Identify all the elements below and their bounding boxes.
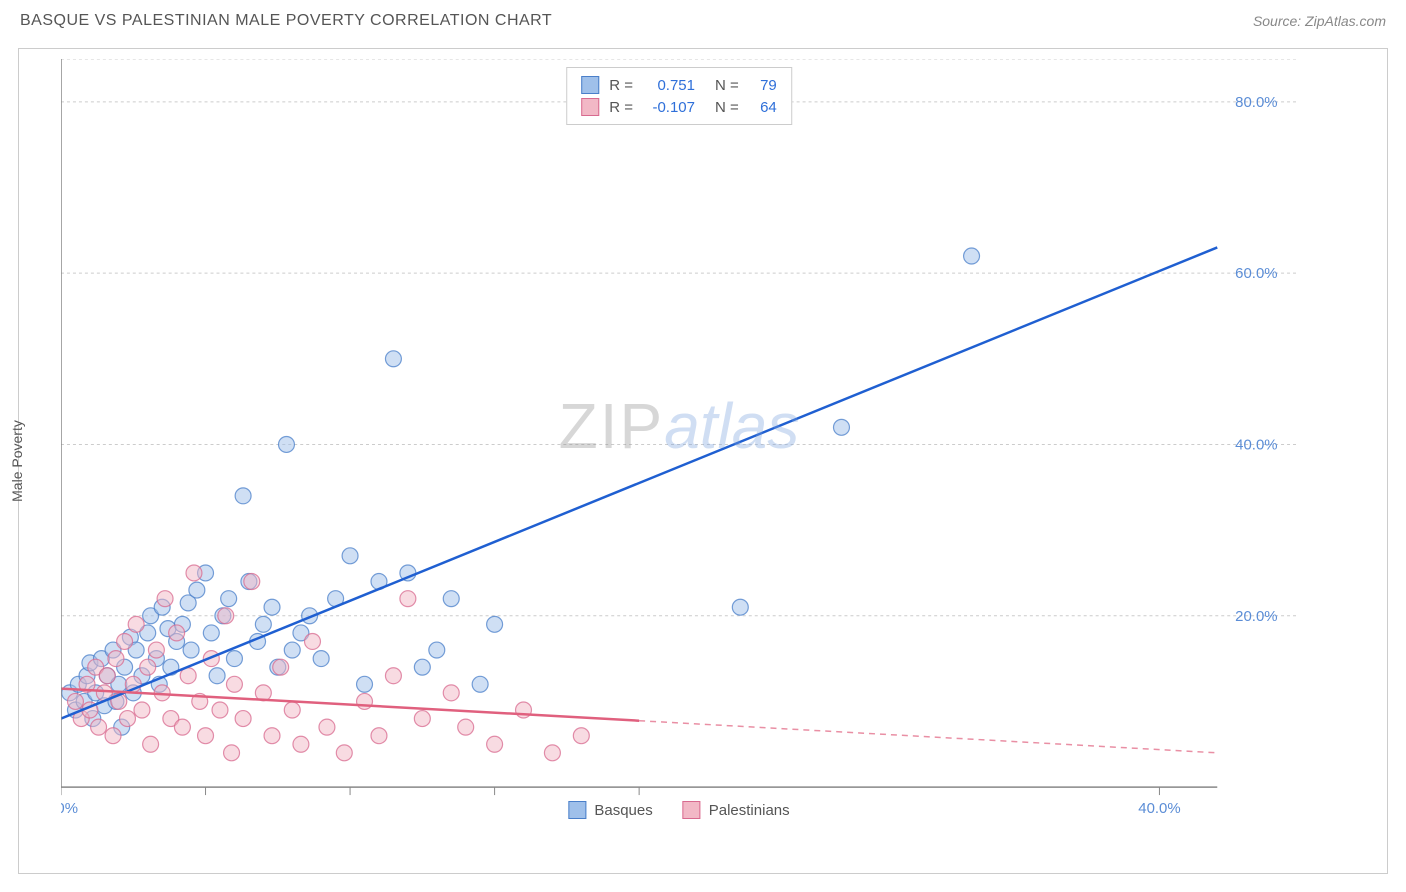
data-point xyxy=(487,736,503,752)
data-point xyxy=(414,659,430,675)
data-point xyxy=(128,616,144,632)
n-label: N = xyxy=(715,99,739,116)
data-point xyxy=(235,488,251,504)
legend-label: Basques xyxy=(594,802,652,819)
data-point xyxy=(143,736,159,752)
bottom-legend-item: Palestinians xyxy=(683,801,790,819)
data-point xyxy=(284,702,300,718)
data-point xyxy=(174,719,190,735)
legend-swatch xyxy=(581,76,599,94)
data-point xyxy=(964,248,980,264)
data-point xyxy=(226,676,242,692)
data-point xyxy=(443,685,459,701)
data-point xyxy=(198,728,214,744)
data-point xyxy=(336,745,352,761)
data-point xyxy=(186,565,202,581)
legend-swatch xyxy=(581,98,599,116)
r-label: R = xyxy=(609,99,633,116)
data-point xyxy=(108,651,124,667)
data-point xyxy=(99,668,115,684)
r-value: 0.751 xyxy=(643,77,695,94)
data-point xyxy=(218,608,234,624)
data-point xyxy=(117,633,133,649)
data-point xyxy=(183,642,199,658)
data-point xyxy=(573,728,589,744)
data-point xyxy=(91,719,107,735)
data-point xyxy=(264,599,280,615)
data-point xyxy=(385,351,401,367)
r-value: -0.107 xyxy=(643,99,695,116)
data-point xyxy=(284,642,300,658)
data-point xyxy=(264,728,280,744)
top-legend-row: R = 0.751 N = 79 xyxy=(581,74,777,96)
data-point xyxy=(385,668,401,684)
chart-container: Male Poverty 0.0%40.0%20.0%40.0%60.0%80.… xyxy=(18,48,1388,874)
legend-swatch xyxy=(568,801,586,819)
data-point xyxy=(305,633,321,649)
trend-line-dashed xyxy=(639,721,1217,753)
data-point xyxy=(212,702,228,718)
trend-line xyxy=(61,247,1217,718)
header: BASQUE VS PALESTINIAN MALE POVERTY CORRE… xyxy=(0,0,1406,38)
data-point xyxy=(357,693,373,709)
data-point xyxy=(400,591,416,607)
data-point xyxy=(224,745,240,761)
data-point xyxy=(235,711,251,727)
r-label: R = xyxy=(609,77,633,94)
data-point xyxy=(732,599,748,615)
data-point xyxy=(319,719,335,735)
data-point xyxy=(414,711,430,727)
svg-text:40.0%: 40.0% xyxy=(1138,800,1180,817)
svg-text:60.0%: 60.0% xyxy=(1235,265,1277,282)
data-point xyxy=(221,591,237,607)
data-point xyxy=(255,616,271,632)
data-point xyxy=(105,728,121,744)
data-point xyxy=(834,419,850,435)
data-point xyxy=(443,591,459,607)
data-point xyxy=(67,693,83,709)
data-point xyxy=(189,582,205,598)
data-point xyxy=(140,659,156,675)
data-point xyxy=(342,548,358,564)
svg-text:0.0%: 0.0% xyxy=(61,800,78,817)
data-point xyxy=(209,668,225,684)
data-point xyxy=(134,702,150,718)
data-point xyxy=(273,659,289,675)
data-point xyxy=(487,616,503,632)
data-point xyxy=(203,625,219,641)
chart-title: BASQUE VS PALESTINIAN MALE POVERTY CORRE… xyxy=(20,12,552,30)
data-point xyxy=(293,736,309,752)
data-point xyxy=(157,591,173,607)
svg-text:40.0%: 40.0% xyxy=(1235,436,1277,453)
data-point xyxy=(544,745,560,761)
source-label: Source: ZipAtlas.com xyxy=(1253,13,1386,29)
data-point xyxy=(458,719,474,735)
bottom-legend-item: Basques xyxy=(568,801,652,819)
top-legend-row: R = -0.107 N = 64 xyxy=(581,96,777,118)
data-point xyxy=(278,436,294,452)
data-point xyxy=(313,651,329,667)
n-value: 64 xyxy=(749,99,777,116)
data-point xyxy=(169,625,185,641)
y-axis-label: Male Poverty xyxy=(9,420,25,502)
n-value: 79 xyxy=(749,77,777,94)
data-point xyxy=(120,711,136,727)
chart-svg: 0.0% 40.0% 20.0% 40.0% 60.0% 80.0% xyxy=(61,59,1297,823)
svg-text:20.0%: 20.0% xyxy=(1235,608,1277,625)
data-point xyxy=(429,642,445,658)
data-point xyxy=(226,651,242,667)
svg-text:80.0%: 80.0% xyxy=(1235,94,1277,111)
legend-label: Palestinians xyxy=(709,802,790,819)
plot-area: 0.0%40.0%20.0%40.0%60.0%80.0% ZIPatlas R… xyxy=(61,59,1297,823)
data-point xyxy=(148,642,164,658)
data-point xyxy=(244,574,260,590)
data-point xyxy=(472,676,488,692)
n-label: N = xyxy=(715,77,739,94)
legend-swatch xyxy=(683,801,701,819)
top-legend: R = 0.751 N = 79 R = -0.107 N = 64 xyxy=(566,67,792,125)
data-point xyxy=(371,728,387,744)
bottom-legend: Basques Palestinians xyxy=(568,801,789,819)
data-point xyxy=(357,676,373,692)
